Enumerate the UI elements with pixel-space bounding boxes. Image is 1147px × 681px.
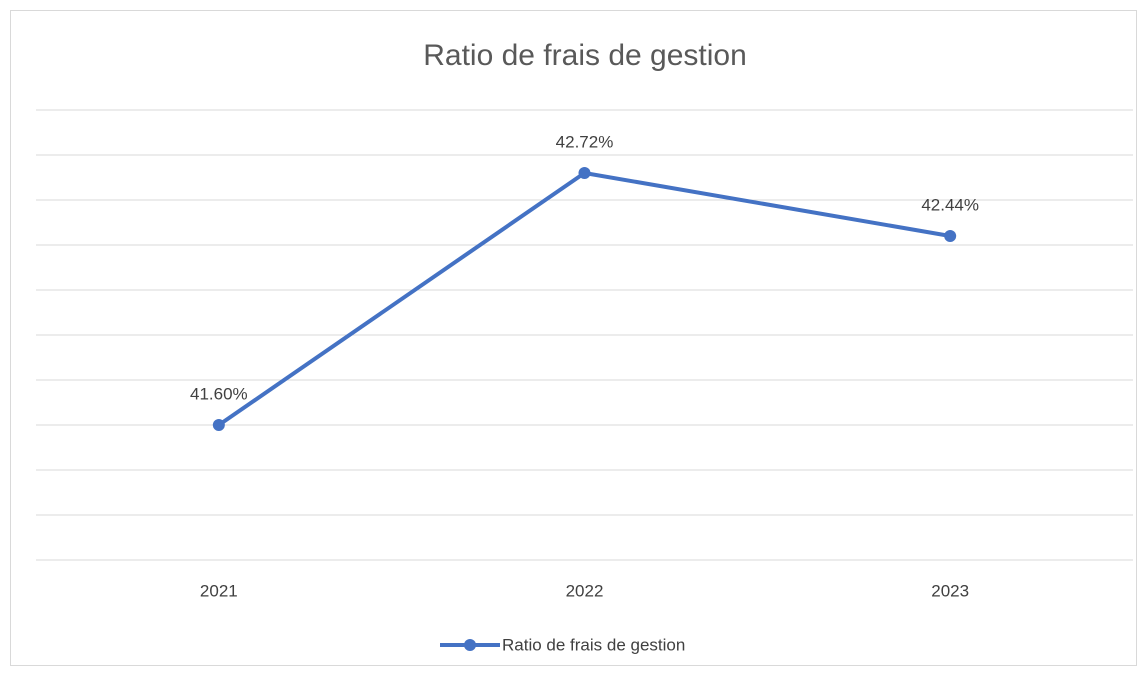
x-tick-label: 2023 [931,581,969,600]
chart-title: Ratio de frais de gestion [423,39,747,72]
data-label: 41.60% [190,384,248,403]
point [944,230,957,242]
x-tick-label: 2021 [200,581,238,600]
legend-label: Ratio de frais de gestion [502,635,685,654]
data-label: 42.44% [921,195,979,214]
x-tick-label: 2022 [566,581,604,600]
data-label: 42.72% [556,132,614,151]
point [212,419,225,431]
point [578,167,591,179]
legend-marker [464,639,476,651]
chart-border [10,10,1137,666]
